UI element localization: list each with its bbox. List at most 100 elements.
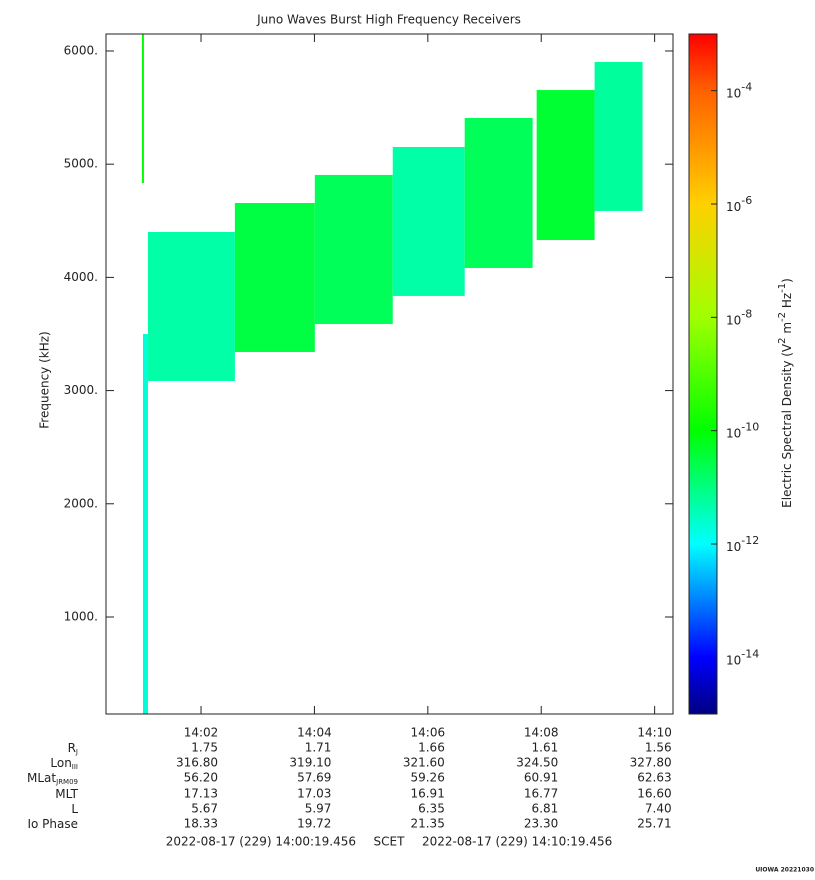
colorbar-tick-base: 10 (726, 426, 741, 440)
spectrogram-block (314, 174, 393, 325)
colorbar-tick-label: 10-14 (726, 647, 759, 667)
y-axis-label: Frequency (kHz) (38, 331, 52, 428)
ephemeris-value: 17.03 (297, 787, 331, 801)
colorbar-label-part: -2 (777, 312, 788, 322)
ephemeris-value: 1.56 (645, 741, 672, 755)
footer-scet: SCET (374, 835, 406, 849)
ephemeris-value: 1.75 (191, 741, 218, 755)
colorbar-tick-base: 10 (726, 200, 741, 214)
ephemeris-value: 62.63 (637, 771, 671, 785)
colorbar-tick-base: 10 (726, 313, 741, 327)
ephemeris-label: Io Phase (27, 817, 78, 831)
x-tick-label: 14:06 (411, 726, 446, 740)
ephemeris-value: 5.67 (191, 802, 218, 816)
ephemeris-value: 57.69 (297, 771, 331, 785)
ephemeris-label-sub: III (72, 763, 78, 771)
ephemeris-label-main: MLT (55, 787, 78, 801)
colorbar-tick-exponent: -10 (741, 421, 759, 434)
spectrogram-block (142, 333, 148, 714)
colorbar-label-part: Electric Spectral Density (V (780, 343, 794, 508)
credit: UIOWA 20221030 (755, 867, 814, 874)
ephemeris-value: 59.26 (410, 771, 444, 785)
ephemeris-value: 324.50 (516, 756, 558, 770)
colorbar-label-part: 2 (777, 337, 788, 343)
ephemeris-label: RJ (68, 741, 78, 757)
colorbar-tick-base: 10 (726, 653, 741, 667)
ephemeris-value: 6.81 (532, 802, 559, 816)
ephemeris-value: 56.20 (184, 771, 218, 785)
ephemeris-value: 17.13 (184, 787, 218, 801)
y-tick-label: 1000. (64, 609, 98, 623)
ephemeris-label-sub: JRM09 (55, 778, 78, 786)
colorbar-tick-label: 10-12 (726, 534, 759, 554)
colorbar-tick-base: 10 (726, 86, 741, 100)
spectrogram-block (536, 90, 595, 241)
colorbar-tick-exponent: -8 (741, 307, 752, 320)
y-tick-label: 5000. (64, 157, 98, 171)
ephemeris-value: 18.33 (184, 817, 218, 831)
colorbar-tick-base: 10 (726, 540, 741, 554)
ephemeris-value: 21.35 (410, 817, 444, 831)
plot-frame (105, 33, 674, 715)
ephemeris-value: 23.30 (524, 817, 558, 831)
ephemeris-value: 16.91 (410, 787, 444, 801)
chart-title: Juno Waves Burst High Frequency Receiver… (256, 13, 521, 27)
x-tick-label: 14:10 (637, 726, 672, 740)
ephemeris-label-main: MLat (27, 771, 56, 785)
y-tick-label: 4000. (64, 270, 98, 284)
ephemeris-label-main: L (71, 802, 78, 816)
ephemeris-label-main: Io Phase (27, 817, 78, 831)
x-tick-label: 14:02 (184, 726, 219, 740)
colorbar-label-part: m (780, 322, 794, 338)
ephemeris-value: 60.91 (524, 771, 558, 785)
ephemeris-value: 1.66 (418, 741, 445, 755)
spectrogram-block (141, 34, 144, 183)
colorbar-tick-label: 10-10 (726, 421, 759, 441)
colorbar-tick-exponent: -4 (741, 81, 752, 94)
spectrogram-block (147, 231, 235, 381)
y-tick-label: 2000. (64, 496, 98, 510)
ephemeris-label-sub: J (75, 748, 78, 756)
y-tick-label: 6000. (64, 43, 98, 57)
colorbar-tick-exponent: -14 (741, 647, 759, 660)
x-tick-label: 14:04 (297, 726, 332, 740)
spectrogram-block (594, 61, 643, 211)
ephemeris-label: LonIII (50, 756, 78, 772)
x-tick-label: 14:08 (524, 726, 559, 740)
ephemeris-value: 319.10 (289, 756, 331, 770)
ephemeris-value: 25.71 (637, 817, 671, 831)
ephemeris-label-main: Lon (50, 756, 71, 770)
ephemeris-label: MLatJRM09 (27, 771, 78, 787)
colorbar-tick-label: 10-4 (726, 81, 752, 101)
colorbar-label-part: -1 (777, 283, 788, 293)
footer-end: 2022-08-17 (229) 14:10:19.456 (422, 835, 612, 849)
ephemeris-value: 321.60 (403, 756, 445, 770)
ephemeris-value: 7.40 (645, 802, 672, 816)
colorbar-tick-exponent: -6 (741, 194, 752, 207)
y-tick-label: 3000. (64, 383, 98, 397)
colorbar-label: Electric Spectral Density (V2 m-2 Hz-1) (777, 278, 794, 508)
spectrogram-block (392, 146, 465, 296)
ephemeris-value: 6.35 (418, 802, 445, 816)
colorbar-label-part: Hz (780, 293, 794, 312)
colorbar-tick-label: 10-8 (726, 307, 752, 327)
ephemeris-value: 327.80 (630, 756, 672, 770)
colorbar-tick-exponent: -12 (741, 534, 759, 547)
ephemeris-value: 5.97 (305, 802, 332, 816)
ephemeris-value: 16.60 (637, 787, 671, 801)
ephemeris-value: 16.77 (524, 787, 558, 801)
ephemeris-value: 1.71 (305, 741, 332, 755)
ephemeris-label-main: R (68, 741, 76, 755)
ephemeris-label: MLT (55, 787, 78, 801)
ephemeris-label: L (71, 802, 78, 816)
colorbar-label-part: ) (780, 278, 794, 283)
spectrogram-block (464, 117, 533, 268)
colorbar (688, 33, 718, 715)
ephemeris-value: 19.72 (297, 817, 331, 831)
colorbar-tick-label: 10-6 (726, 194, 752, 214)
ephemeris-value: 316.80 (176, 756, 218, 770)
ephemeris-value: 1.61 (532, 741, 559, 755)
footer-start: 2022-08-17 (229) 14:00:19.456 (166, 835, 356, 849)
